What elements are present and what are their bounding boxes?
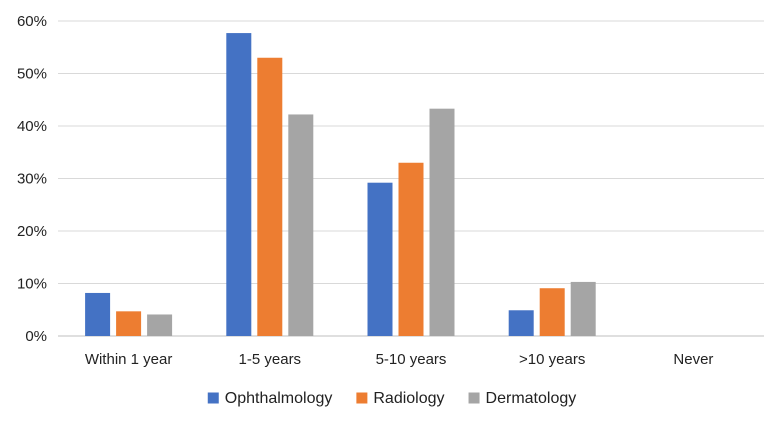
x-tick-label: 1-5 years <box>239 351 302 368</box>
x-tick-label: 5-10 years <box>376 351 447 368</box>
x-tick-label: Never <box>673 351 713 368</box>
x-axis-ticks: Within 1 year 1-5 years 5-10 years >10 year… <box>85 351 714 368</box>
bar-ophthalmology-1 <box>226 33 252 336</box>
legend-label: Dermatology <box>486 390 577 407</box>
legend-swatch <box>356 392 368 404</box>
bar-dermatology-3 <box>570 281 596 336</box>
x-tick-label: Within 1 year <box>85 351 173 368</box>
legend-swatch <box>468 392 480 404</box>
legend: Ophthalmology Radiology Dermatology <box>207 390 577 407</box>
bar-ophthalmology-3 <box>508 310 534 336</box>
bars <box>85 33 596 336</box>
y-tick-label: 20% <box>17 223 47 240</box>
bar-ophthalmology-0 <box>85 292 111 336</box>
y-tick-label: 10% <box>17 276 47 293</box>
legend-swatch <box>207 392 219 404</box>
y-tick-label: 30% <box>17 171 47 188</box>
y-tick-label: 40% <box>17 118 47 135</box>
legend-item-dermatology: Dermatology <box>468 390 577 407</box>
bar-radiology-1 <box>257 57 283 336</box>
bar-radiology-2 <box>398 162 424 336</box>
y-axis-ticks: 0% 10% 20% 30% 40% 50% 60% <box>17 13 47 345</box>
x-tick-label: >10 years <box>519 351 585 368</box>
y-tick-label: 60% <box>17 13 47 30</box>
bar-ophthalmology-2 <box>367 182 393 336</box>
legend-label: Radiology <box>373 390 444 407</box>
bar-radiology-0 <box>116 311 142 336</box>
bar-dermatology-0 <box>147 314 173 336</box>
bar-dermatology-2 <box>429 108 455 336</box>
legend-label: Ophthalmology <box>225 390 333 407</box>
y-tick-label: 50% <box>17 66 47 83</box>
legend-item-ophthalmology: Ophthalmology <box>207 390 333 407</box>
legend-item-radiology: Radiology <box>356 390 445 407</box>
y-tick-label: 0% <box>25 328 47 345</box>
bar-dermatology-1 <box>288 114 314 336</box>
bar-radiology-3 <box>539 288 565 336</box>
